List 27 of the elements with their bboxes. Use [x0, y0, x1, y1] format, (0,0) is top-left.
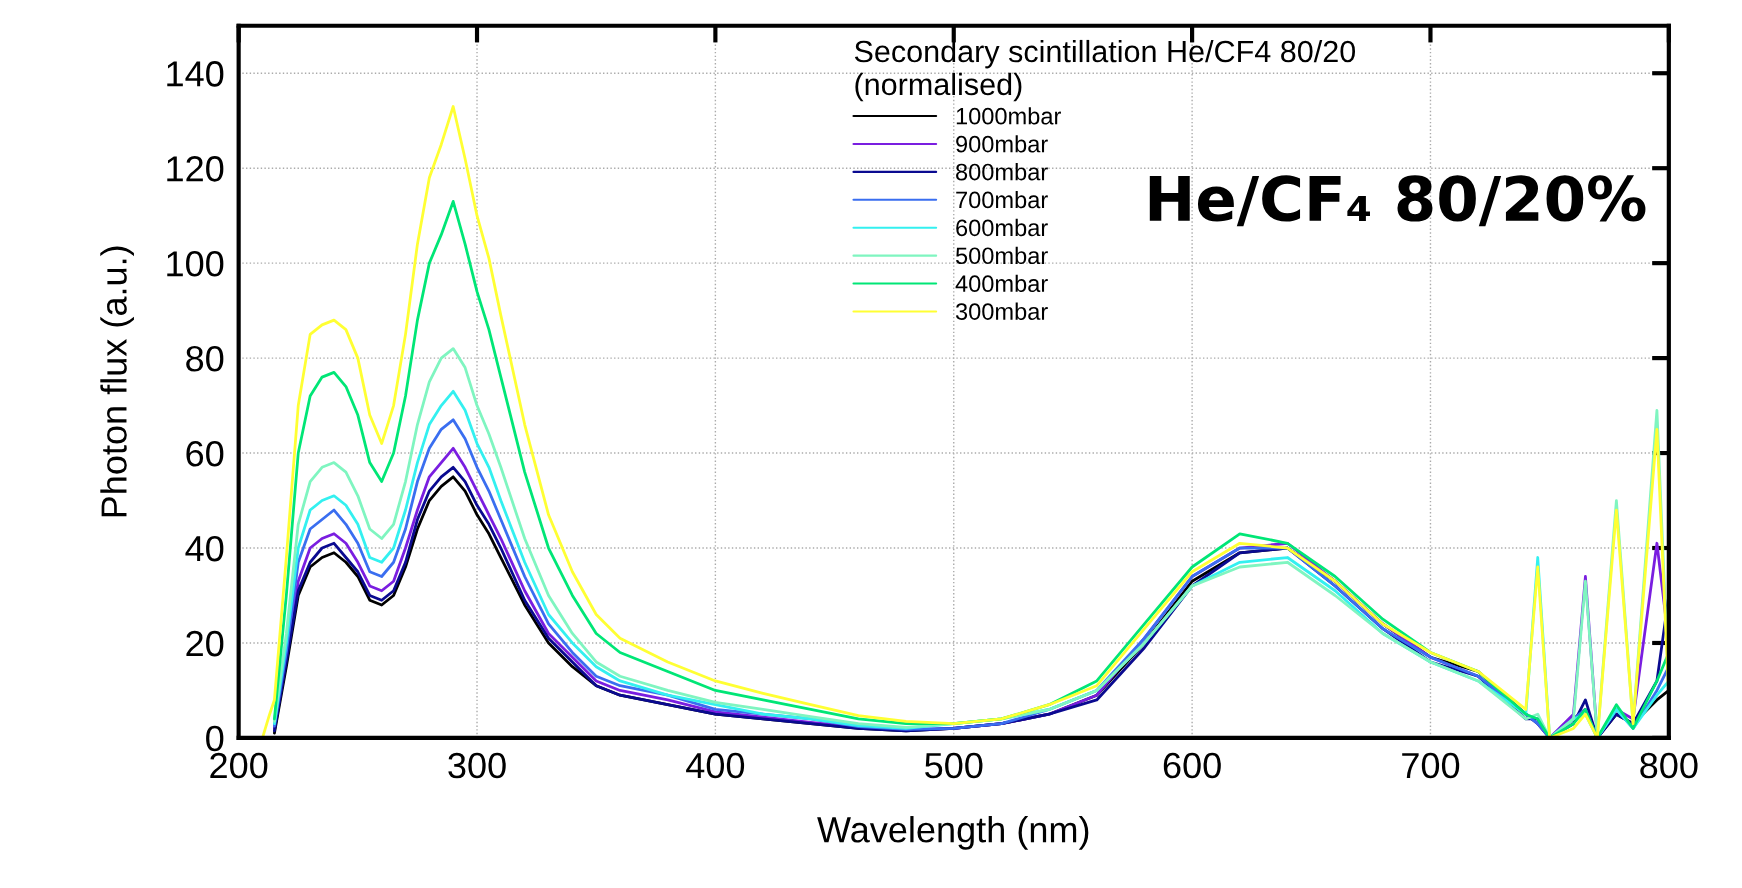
x-tick-label: 700	[1402, 752, 1460, 779]
y-tick-label: 60	[186, 440, 224, 467]
legend-label: 300mbar	[955, 302, 1048, 320]
x-tick-label: 400	[686, 752, 745, 779]
legend-label: 700mbar	[956, 190, 1048, 209]
legend-label: 400mbar	[955, 274, 1048, 293]
y-axis-title: Photon flux (a.u.)	[100, 246, 134, 517]
x-tick-label: 300	[448, 752, 506, 779]
x-tick-label: 500	[925, 752, 983, 779]
x-tick-label: 200	[210, 752, 268, 779]
x-axis-title: Wavelength (nm)	[817, 816, 1089, 850]
legend-label: 1000mbar	[956, 107, 1061, 125]
y-tick-label: 140	[167, 61, 224, 87]
y-tick-label: 40	[185, 535, 224, 562]
legend-label: 600mbar	[956, 218, 1048, 237]
x-tick-label: 600	[1163, 752, 1221, 779]
y-tick-label: 20	[186, 630, 224, 657]
y-tick-label: 120	[167, 156, 224, 182]
y-tick-label: 80	[186, 345, 224, 372]
legend-title: Secondary scintillation He/CF4 80/20 (normalised)	[854, 39, 1356, 102]
legend-label: 500mbar	[955, 246, 1048, 265]
legend-label: 900mbar	[956, 135, 1048, 153]
y-tick-label: 100	[167, 251, 224, 277]
y-tick-label: 0	[206, 725, 224, 752]
annotation: He/CF₄ 80/20%	[1149, 175, 1646, 227]
legend-label: 800mbar	[956, 163, 1048, 181]
x-tick-label: 800	[1640, 752, 1698, 779]
